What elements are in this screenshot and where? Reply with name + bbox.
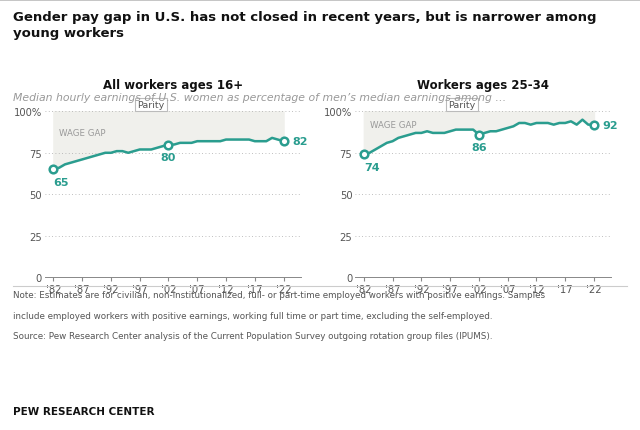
Text: 92: 92 <box>603 120 618 130</box>
Text: 65: 65 <box>53 178 69 187</box>
Text: 80: 80 <box>161 153 176 163</box>
Title: All workers ages 16+: All workers ages 16+ <box>103 79 243 92</box>
Text: include employed workers with positive earnings, working full time or part time,: include employed workers with positive e… <box>13 311 492 320</box>
Text: Median hourly earnings of U.S. women as percentage of men’s median earnings amon: Median hourly earnings of U.S. women as … <box>13 92 506 102</box>
Text: 74: 74 <box>364 163 380 172</box>
Text: 86: 86 <box>471 143 486 153</box>
Text: Source: Pew Research Center analysis of the Current Population Survey outgoing r: Source: Pew Research Center analysis of … <box>13 332 492 341</box>
Title: Workers ages 25-34: Workers ages 25-34 <box>417 79 549 92</box>
Text: 82: 82 <box>292 137 308 147</box>
Text: Note: Estimates are for civilian, non-institutionalized, full- or part-time empl: Note: Estimates are for civilian, non-in… <box>13 290 545 299</box>
Text: Gender pay gap in U.S. has not closed in recent years, but is narrower among
you: Gender pay gap in U.S. has not closed in… <box>13 11 596 40</box>
Text: WAGE GAP: WAGE GAP <box>59 129 106 138</box>
Text: Parity: Parity <box>448 101 476 110</box>
Text: Parity: Parity <box>138 101 165 110</box>
Text: WAGE GAP: WAGE GAP <box>369 121 416 130</box>
Text: PEW RESEARCH CENTER: PEW RESEARCH CENTER <box>13 406 154 416</box>
